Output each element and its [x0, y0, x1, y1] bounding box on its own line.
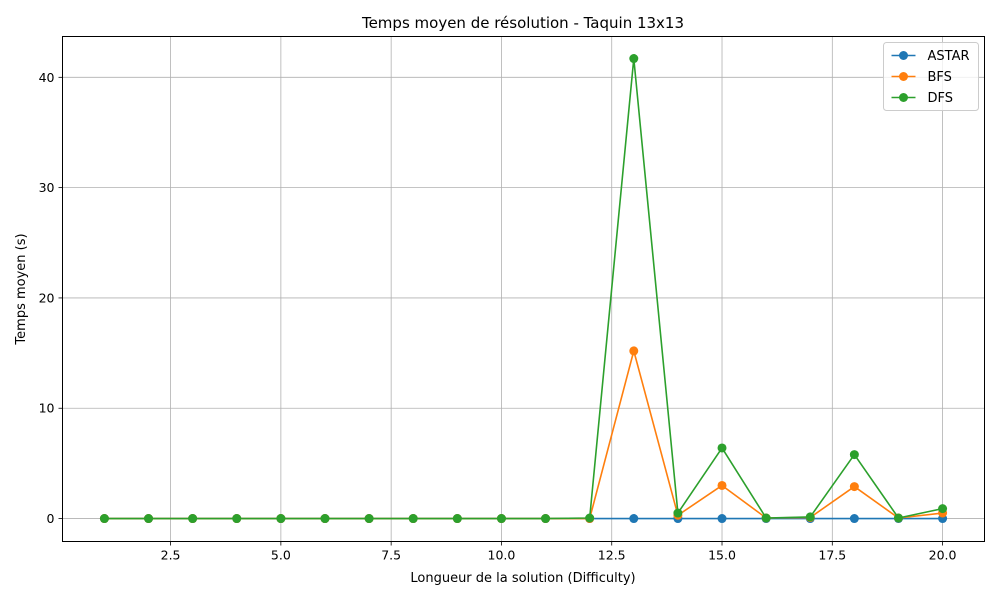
data-point-dfs [320, 514, 330, 524]
data-point-dfs [452, 514, 462, 524]
data-point-bfs [717, 480, 727, 490]
data-point-astar [629, 514, 639, 524]
data-point-dfs [188, 514, 198, 524]
x-tick-label: 5.0 [271, 548, 291, 563]
data-point-dfs [408, 514, 418, 524]
series-layer [99, 54, 948, 524]
legend-entry-label: BFS [928, 70, 952, 85]
data-point-dfs [849, 450, 859, 460]
data-point-dfs [673, 508, 683, 518]
x-tick-label: 10.0 [488, 548, 516, 563]
data-point-bfs [629, 346, 639, 356]
legend-entry-label: ASTAR [928, 49, 970, 64]
x-tick-label: 17.5 [818, 548, 846, 563]
legend-entry-label: DFS [928, 91, 954, 106]
data-point-dfs [938, 504, 948, 514]
data-point-dfs [585, 513, 595, 523]
y-tick-label: 10 [39, 401, 55, 416]
x-tick-label: 15.0 [708, 548, 736, 563]
axis-ticks: 2.5 5.0 7.5 10.0 12.5 15.0 17.5 20.0 0 10 20 30 40 [39, 70, 957, 563]
data-point-dfs [761, 513, 771, 523]
series-line-dfs [104, 57, 943, 520]
y-tick-label: 0 [47, 511, 55, 526]
data-point-dfs [276, 514, 286, 524]
data-point-dfs [99, 514, 109, 524]
data-point-astar [849, 514, 859, 524]
data-point-dfs [232, 514, 242, 524]
y-tick-label: 20 [39, 290, 55, 305]
x-tick-label: 7.5 [381, 548, 401, 563]
x-axis-title: Longueur de la solution (Difficulty) [410, 571, 635, 586]
data-point-dfs [893, 513, 903, 523]
data-point-dfs [144, 514, 154, 524]
legend: ASTAR BFS DFS [883, 42, 979, 111]
legend-swatch-marker [899, 93, 908, 102]
legend-box [883, 42, 979, 111]
data-point-dfs [629, 54, 639, 64]
data-point-bfs [849, 482, 859, 492]
data-point-dfs [496, 514, 506, 524]
chart-title: Temps moyen de résolution - Taquin 13x13 [361, 14, 684, 32]
y-tick-label: 40 [39, 70, 55, 85]
legend-swatch-marker [899, 51, 908, 60]
legend-swatch-marker [899, 72, 908, 81]
data-point-dfs [805, 512, 815, 522]
plot-area-frame [62, 36, 985, 542]
data-point-dfs [717, 443, 727, 453]
y-axis-title: Temps moyen (s) [14, 233, 29, 345]
x-tick-label: 2.5 [161, 548, 181, 563]
data-point-astar [717, 514, 727, 524]
series-dfs [99, 54, 948, 524]
x-tick-label: 20.0 [929, 548, 957, 563]
y-tick-label: 30 [39, 180, 55, 195]
x-tick-label: 12.5 [598, 548, 626, 563]
data-point-dfs [364, 514, 374, 524]
data-point-dfs [541, 514, 551, 524]
